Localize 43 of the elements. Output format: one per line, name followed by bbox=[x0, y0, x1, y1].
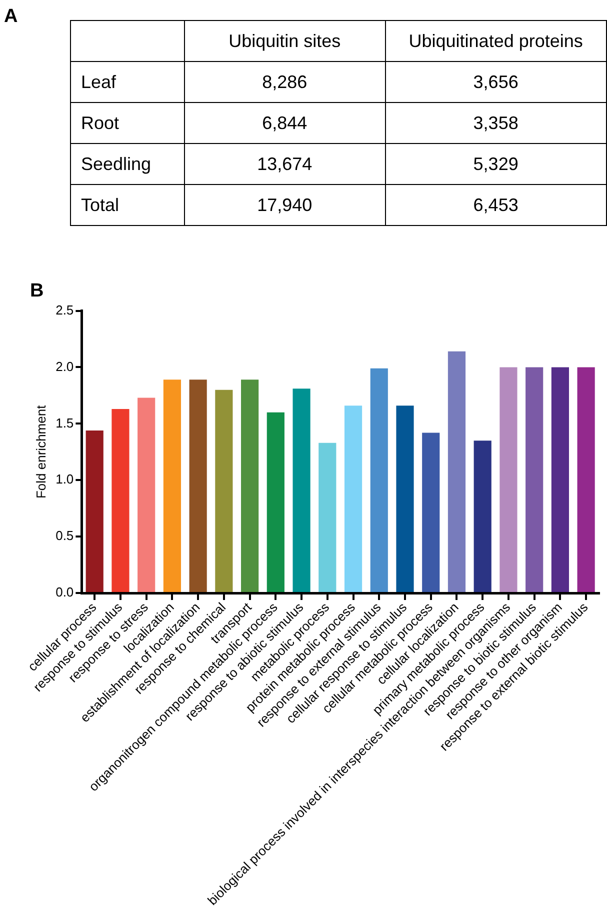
y-tick-label: 1.0 bbox=[56, 472, 74, 487]
data-label: 3,656 bbox=[385, 62, 606, 102]
bar bbox=[112, 409, 130, 592]
category-label: Seedling bbox=[70, 144, 184, 184]
y-axis-title: Fold enrichment bbox=[33, 404, 48, 499]
y-tick-label: 1.5 bbox=[56, 415, 74, 430]
data-label: 6,844 bbox=[184, 102, 386, 144]
data-label: 13,674 bbox=[184, 144, 386, 184]
y-tick-label: 2.0 bbox=[56, 358, 74, 374]
bar bbox=[86, 430, 104, 592]
text: A bbox=[4, 6, 18, 28]
bar bbox=[189, 380, 207, 592]
y-tick-label: 0.0 bbox=[56, 584, 74, 600]
bar bbox=[448, 351, 466, 592]
bar bbox=[370, 368, 388, 592]
bar bbox=[318, 442, 336, 592]
data-label: 3,358 bbox=[385, 102, 606, 144]
data-label: 8,286 bbox=[184, 62, 386, 102]
data-label: 17,940 bbox=[184, 184, 386, 226]
category-label: Leaf bbox=[70, 62, 184, 102]
bar bbox=[577, 367, 595, 592]
bar bbox=[241, 380, 259, 592]
y-tick-label: 0.5 bbox=[56, 528, 74, 544]
bar bbox=[266, 412, 284, 592]
bar bbox=[500, 367, 518, 592]
bar bbox=[396, 406, 414, 592]
bar bbox=[526, 367, 544, 592]
bar bbox=[215, 390, 233, 592]
data-label: 6,453 bbox=[385, 184, 606, 226]
bar bbox=[422, 432, 440, 592]
data-label: 5,329 bbox=[385, 144, 606, 184]
chart-title: B bbox=[30, 280, 44, 302]
text: Ubiquitinated proteins bbox=[385, 20, 606, 62]
text: Ubiquitin sites bbox=[184, 20, 386, 62]
bar bbox=[292, 388, 310, 592]
category-label: Total bbox=[70, 184, 184, 226]
category-label: Root bbox=[70, 102, 184, 144]
y-tick-label: 2.5 bbox=[56, 302, 74, 318]
bar bbox=[138, 398, 156, 592]
bar bbox=[551, 367, 569, 592]
bar bbox=[344, 406, 362, 592]
bar bbox=[163, 380, 181, 592]
bar bbox=[474, 440, 492, 592]
